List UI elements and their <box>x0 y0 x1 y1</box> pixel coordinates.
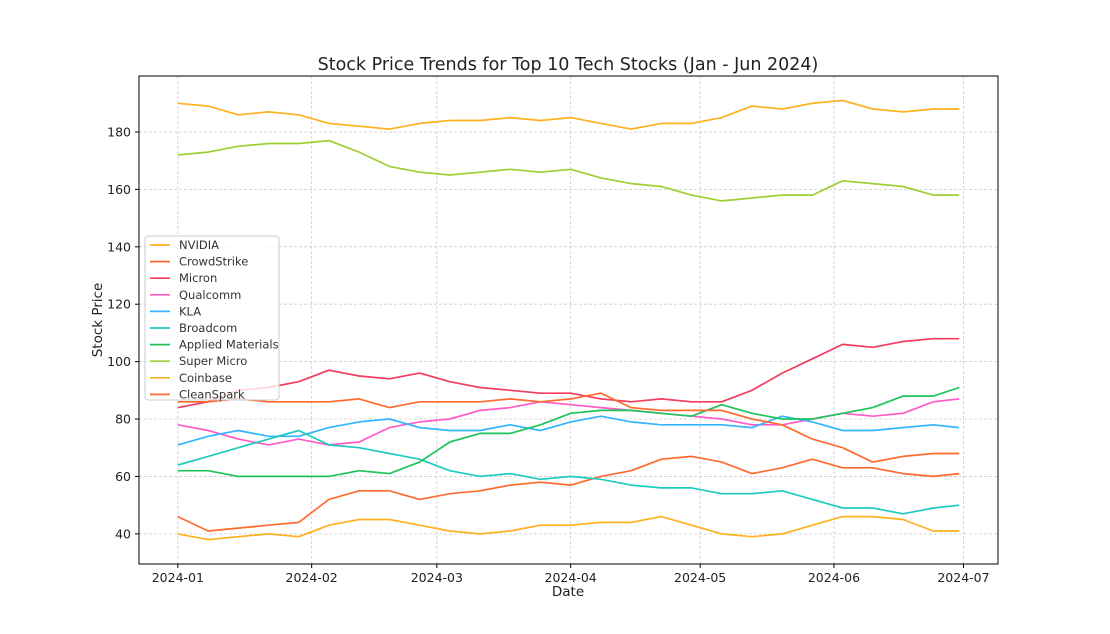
x-tick-label: 2024-04 <box>545 570 597 585</box>
plot-frame <box>138 75 999 565</box>
legend-label: Broadcom <box>179 321 237 335</box>
legend-label: Super Micro <box>179 354 247 368</box>
y-tick-label: 180 <box>107 124 131 139</box>
x-tick-label: 2024-01 <box>152 570 204 585</box>
y-tick-label: 60 <box>115 469 131 484</box>
y-tick-label: 120 <box>107 297 131 312</box>
series-line-kla <box>177 415 960 446</box>
legend-label: Qualcomm <box>179 288 241 302</box>
legend-box <box>144 235 280 401</box>
y-tick-label: 40 <box>115 526 131 541</box>
legend-label: Applied Materials <box>179 338 279 352</box>
x-tick-label: 2024-06 <box>808 570 860 585</box>
x-tick-label: 2024-03 <box>411 570 463 585</box>
y-tick-label: 80 <box>115 412 131 427</box>
legend-label: KLA <box>179 304 201 318</box>
series-line-micron <box>177 337 960 409</box>
legend-label: Micron <box>179 271 217 285</box>
series-line-applied-materials <box>177 386 960 478</box>
y-tick-label: 140 <box>107 239 131 254</box>
series-line-super-micro <box>177 139 960 202</box>
series-line-broadcom <box>177 429 960 515</box>
y-axis-label: Stock Price <box>90 283 106 358</box>
series-line-crowdstrike <box>177 455 960 532</box>
x-axis-label: Date <box>552 584 584 600</box>
chart-title: Stock Price Trends for Top 10 Tech Stock… <box>318 55 819 75</box>
legend: NVIDIA CrowdStrike Micron Qualcomm KLA Broadc… <box>144 235 280 401</box>
legend-label: CleanSpark <box>179 387 245 401</box>
y-tick-label: 100 <box>107 354 131 369</box>
x-tick-label: 2024-05 <box>674 570 726 585</box>
legend-label: NVIDIA <box>179 238 219 252</box>
legend-label: CrowdStrike <box>179 255 248 269</box>
series-line-nvidia <box>177 99 960 130</box>
x-tick-label: 2024-07 <box>937 570 989 585</box>
x-tick-label: 2024-02 <box>286 570 338 585</box>
series-line-coinbase <box>177 515 960 541</box>
y-tick-label: 160 <box>107 182 131 197</box>
series-line-cleanspark <box>177 392 960 463</box>
legend-label: Coinbase <box>179 371 232 385</box>
